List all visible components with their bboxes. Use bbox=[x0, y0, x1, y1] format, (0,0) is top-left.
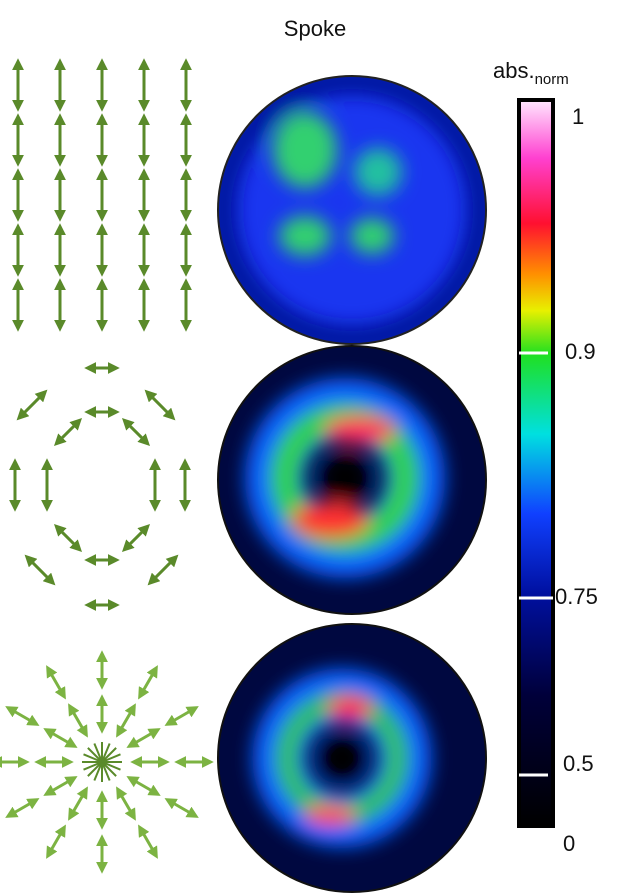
arrow bbox=[43, 776, 78, 796]
arrow bbox=[46, 824, 66, 859]
arrow bbox=[144, 389, 176, 421]
colorbar-label: 0.75 bbox=[555, 584, 598, 609]
arrow bbox=[46, 665, 66, 700]
arrow bbox=[5, 798, 40, 818]
colorbar-label: 1 bbox=[572, 104, 584, 129]
colorbar-title-main: abs. bbox=[493, 58, 535, 83]
colorbar-label: 0.9 bbox=[565, 339, 596, 364]
beam-image-azimuthal bbox=[218, 346, 486, 614]
arrow bbox=[138, 824, 158, 859]
arrow bbox=[164, 798, 199, 818]
beam-image-radial bbox=[218, 624, 486, 892]
center-ray bbox=[101, 753, 121, 763]
arrow bbox=[16, 389, 48, 421]
center-ray bbox=[101, 743, 111, 763]
center-ray bbox=[83, 761, 103, 771]
arrow bbox=[53, 417, 83, 447]
arrow bbox=[24, 554, 56, 586]
title: Spoke bbox=[284, 16, 346, 41]
center-ray bbox=[101, 761, 111, 781]
colorbar-title-sub: norm bbox=[535, 71, 569, 88]
colorbar-title: abs.norm bbox=[493, 58, 569, 88]
colorbar-label: 0 bbox=[563, 831, 575, 856]
arrow bbox=[147, 554, 179, 586]
center-ray bbox=[101, 747, 117, 763]
colorbar bbox=[517, 98, 555, 828]
arrow bbox=[116, 703, 136, 738]
beam-image-uniform bbox=[218, 76, 486, 344]
center-ray bbox=[87, 747, 103, 763]
center-ray bbox=[101, 761, 117, 777]
center-ray bbox=[101, 761, 121, 771]
arrow bbox=[5, 706, 40, 726]
polarization-arrows bbox=[0, 58, 214, 874]
arrow bbox=[68, 703, 88, 738]
center-ray bbox=[93, 743, 103, 763]
arrow bbox=[121, 417, 151, 447]
center-ray bbox=[87, 761, 103, 777]
arrow bbox=[68, 786, 88, 821]
center-ray bbox=[83, 753, 103, 763]
center-ray bbox=[93, 761, 103, 781]
colorbar-label: 0.5 bbox=[563, 751, 594, 776]
arrow bbox=[116, 786, 136, 821]
arrow bbox=[53, 523, 83, 553]
arrow bbox=[164, 706, 199, 726]
arrow bbox=[138, 665, 158, 700]
arrow bbox=[121, 523, 151, 553]
arrow bbox=[126, 728, 161, 748]
arrow bbox=[43, 728, 78, 748]
arrow bbox=[126, 776, 161, 796]
